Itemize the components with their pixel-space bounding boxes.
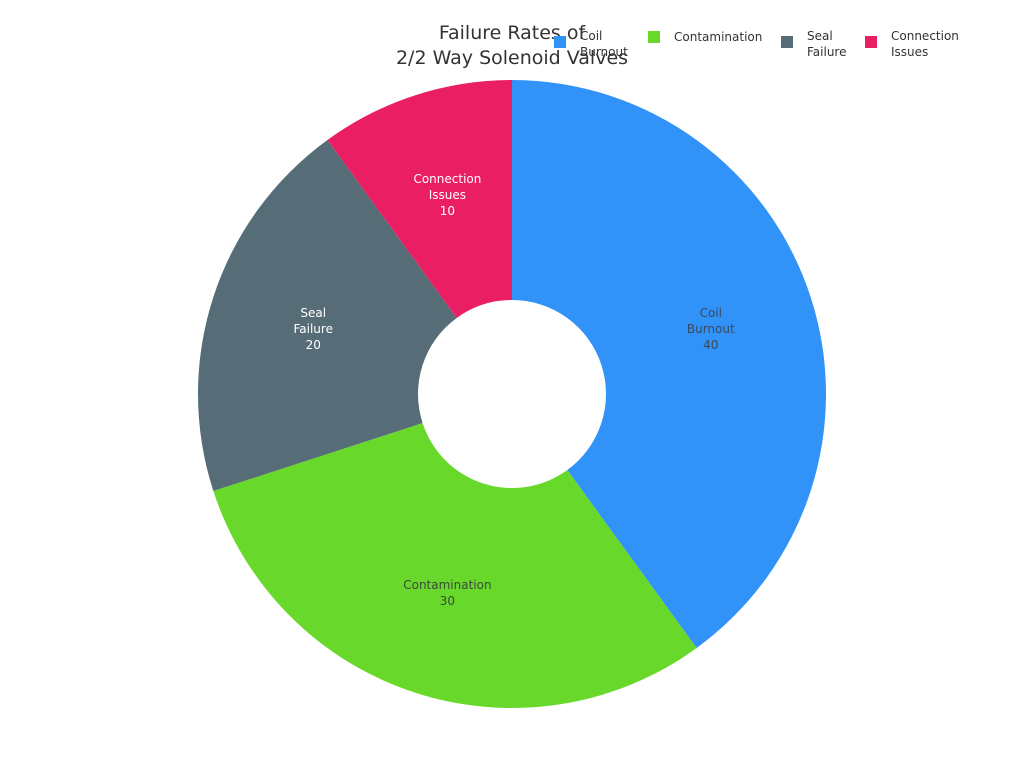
slice-contamination[interactable] xyxy=(213,423,697,708)
slice-coil-burnout[interactable] xyxy=(512,80,826,649)
legend-label: Coil Burnout xyxy=(580,29,628,59)
legend-swatch-icon xyxy=(554,36,566,48)
chart-title-line-1: Failure Rates of xyxy=(438,22,586,44)
slice-seal-failure[interactable] xyxy=(198,139,457,492)
legend-label: Connection Issues xyxy=(891,29,959,59)
legend-label: Seal Failure xyxy=(807,29,847,59)
slice-label: Seal Failure 20 xyxy=(293,306,333,353)
legend-swatch-icon xyxy=(865,36,877,48)
slice-label: Contamination 30 xyxy=(403,577,492,608)
legend-item-contamination[interactable]: Contamination xyxy=(648,29,762,45)
legend-swatch-icon xyxy=(648,31,660,43)
legend-item-seal-failure[interactable]: Seal Failure xyxy=(781,28,846,60)
legend-label: Contamination xyxy=(674,30,763,44)
slice-label: Connection Issues 10 xyxy=(413,172,482,219)
chart-title: Failure Rates of 2/2 Way Solenoid Valves xyxy=(312,21,712,71)
legend-item-connection-issues[interactable]: Connection Issues xyxy=(865,28,959,60)
legend-swatch-icon xyxy=(781,36,793,48)
slice-connection-issues[interactable] xyxy=(327,80,512,318)
slice-label: Coil Burnout 40 xyxy=(686,306,735,353)
legend-item-coil-burnout[interactable]: Coil Burnout xyxy=(554,28,628,60)
chart-title-line-2: 2/2 Way Solenoid Valves xyxy=(395,47,629,69)
